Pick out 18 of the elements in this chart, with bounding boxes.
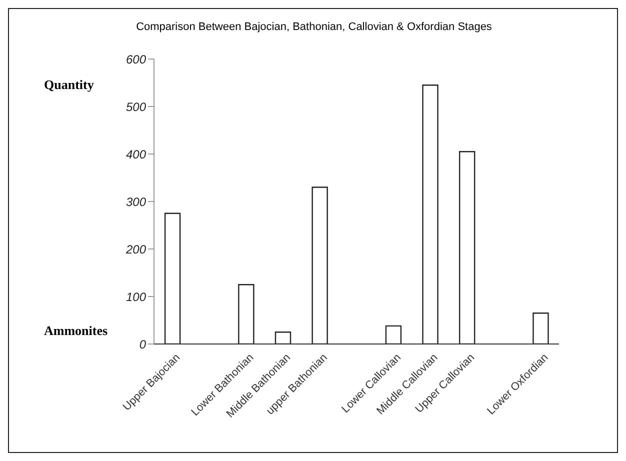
bar: [164, 212, 181, 344]
bar: [422, 84, 438, 344]
bar: [532, 312, 549, 344]
y-tick-label: 400: [126, 147, 146, 162]
y-tick-label: 500: [126, 100, 146, 114]
y-tick-label: 0: [139, 337, 146, 352]
text: Ammonites: [44, 323, 108, 339]
y-axis-title: Quantity: [44, 77, 94, 93]
y-tick-label: 300: [126, 194, 146, 209]
bar: [458, 151, 476, 344]
y-tick-label: 100: [126, 290, 146, 304]
bar: [238, 284, 254, 344]
bar: [385, 325, 402, 344]
bar: [274, 332, 292, 344]
y-tick-label: 600: [126, 52, 146, 66]
chart-title: Comparison Between Bajocian, Bathonian, Callovian & Oxfordian Stages: [135, 21, 493, 33]
bar: [312, 186, 328, 344]
y-tick-label: 200: [124, 242, 146, 256]
